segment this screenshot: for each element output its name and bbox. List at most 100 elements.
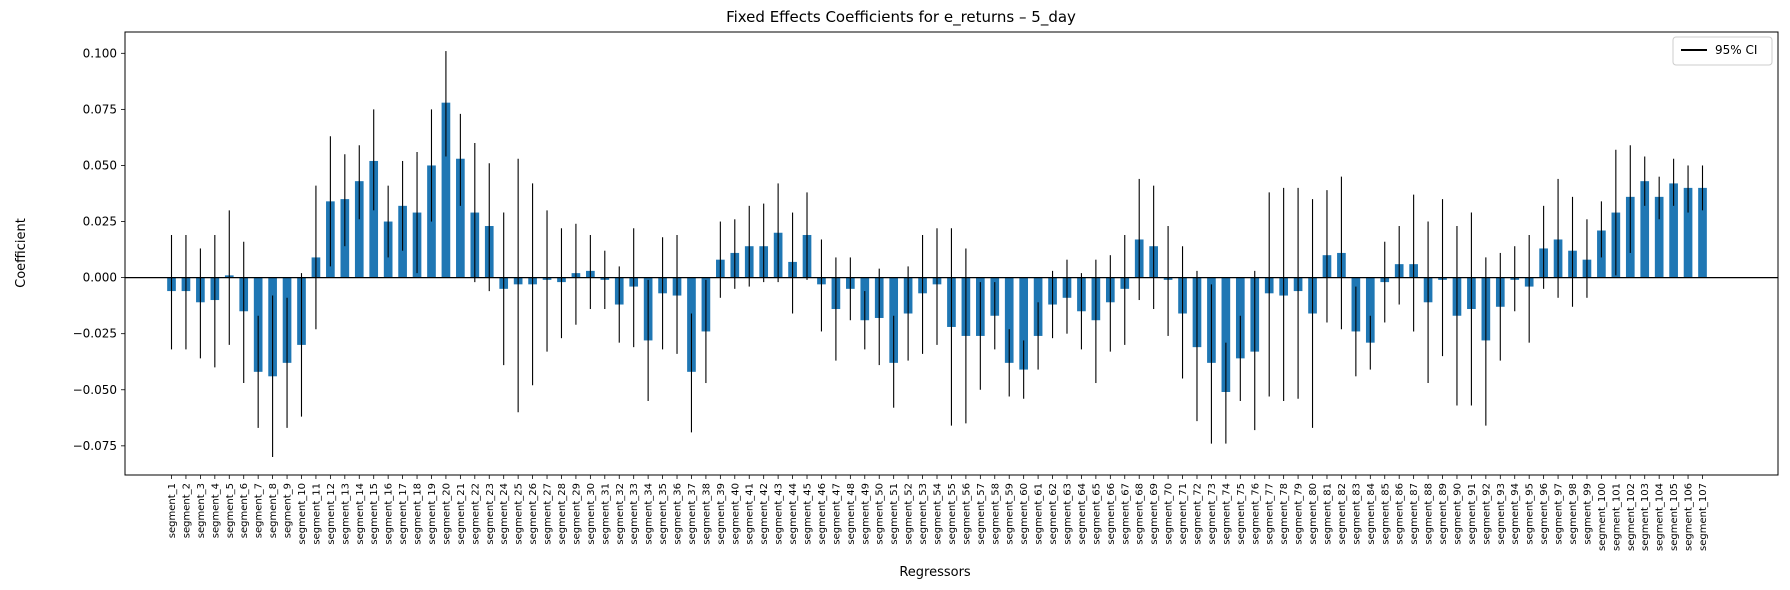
x-tick-label: segment_52: [904, 483, 915, 545]
x-tick-label: segment_24: [499, 483, 510, 545]
x-tick-label: segment_32: [615, 483, 626, 545]
x-tick-label: segment_63: [1062, 483, 1073, 545]
x-tick-label: segment_25: [514, 483, 525, 545]
x-tick-label: segment_1: [167, 483, 178, 538]
x-tick-label: segment_101: [1611, 483, 1622, 551]
x-tick-label: segment_78: [1279, 483, 1290, 545]
x-tick-label: segment_55: [947, 483, 958, 545]
bar-segment_59: [1004, 277, 1014, 363]
x-tick-label: segment_86: [1395, 483, 1406, 545]
y-tick-label: 0.075: [83, 102, 117, 116]
x-tick-label: segment_57: [976, 483, 987, 545]
x-tick-label: segment_26: [528, 483, 539, 545]
x-tick-label: segment_42: [759, 483, 770, 545]
x-tick-label: segment_67: [1120, 483, 1131, 545]
x-tick-label: segment_12: [326, 483, 337, 545]
x-tick-label: segment_54: [933, 483, 944, 545]
x-axis-ticks: segment_1 segment_2 segment_3 segment_4 segm…: [167, 475, 1709, 551]
bar-segment_15: [369, 160, 379, 278]
legend-ci-label: 95% CI: [1715, 43, 1757, 57]
x-tick-label: segment_98: [1568, 483, 1579, 545]
x-tick-label: segment_21: [456, 483, 467, 545]
x-tick-label: segment_45: [803, 483, 814, 545]
x-tick-label: segment_81: [1322, 483, 1333, 545]
x-tick-label: segment_14: [355, 483, 366, 545]
x-tick-label: segment_35: [658, 483, 669, 545]
x-tick-label: segment_15: [369, 483, 380, 545]
x-tick-label: segment_49: [860, 483, 871, 545]
x-tick-label: segment_13: [340, 483, 351, 545]
x-tick-label: segment_36: [673, 483, 684, 545]
x-tick-label: segment_94: [1510, 483, 1521, 545]
x-tick-label: segment_29: [571, 483, 582, 545]
x-tick-label: segment_97: [1554, 483, 1565, 545]
x-tick-label: segment_2: [181, 483, 192, 538]
bar-segment_103: [1640, 181, 1650, 278]
bar-segment_105: [1669, 183, 1678, 278]
x-tick-label: segment_91: [1467, 483, 1478, 545]
x-tick-label: segment_3: [196, 483, 207, 538]
x-tick-label: segment_40: [730, 483, 741, 545]
x-tick-label: segment_41: [745, 483, 756, 545]
x-tick-label: segment_17: [398, 483, 409, 545]
x-tick-label: segment_87: [1409, 483, 1420, 545]
x-tick-label: segment_18: [413, 483, 424, 545]
x-tick-label: segment_46: [817, 483, 828, 545]
x-tick-label: segment_30: [586, 483, 597, 545]
x-tick-label: segment_95: [1525, 483, 1536, 545]
x-tick-label: segment_47: [831, 483, 842, 545]
x-tick-label: segment_77: [1265, 483, 1276, 545]
x-tick-label: segment_7: [254, 483, 265, 538]
x-tick-label: segment_50: [875, 483, 886, 545]
x-tick-label: segment_31: [600, 483, 611, 545]
x-axis-label: Regressors: [899, 565, 971, 580]
y-tick-label: 0.000: [83, 271, 117, 285]
y-axis-ticks: −0.075 −0.050 −0.025 0.000 0.025 0.050 0.075 0.…: [73, 46, 125, 453]
x-tick-label: segment_72: [1192, 483, 1203, 545]
x-tick-label: segment_59: [1005, 483, 1016, 545]
x-tick-label: segment_8: [268, 483, 279, 538]
y-tick-label: 0.050: [83, 158, 117, 172]
x-tick-label: segment_68: [1135, 483, 1146, 545]
x-tick-label: segment_74: [1221, 483, 1232, 545]
x-tick-label: segment_92: [1481, 483, 1492, 545]
x-tick-label: segment_20: [441, 483, 452, 545]
legend-box: [1672, 36, 1773, 66]
x-tick-label: segment_64: [1077, 483, 1088, 545]
bar-segment_74: [1221, 277, 1231, 392]
x-tick-label: segment_89: [1438, 483, 1449, 545]
x-tick-label: segment_85: [1380, 483, 1391, 545]
x-tick-label: segment_62: [1048, 483, 1059, 545]
x-tick-label: segment_90: [1452, 483, 1463, 545]
x-tick-label: segment_61: [1034, 483, 1045, 545]
x-tick-label: segment_4: [210, 483, 221, 538]
y-axis-label: Coefficient: [14, 218, 29, 288]
bar-segment_21: [456, 158, 465, 278]
x-tick-label: segment_105: [1669, 483, 1680, 551]
y-tick-label: −0.050: [73, 383, 117, 397]
x-tick-label: segment_5: [225, 483, 236, 538]
y-tick-label: −0.075: [73, 439, 117, 453]
x-tick-label: segment_58: [990, 483, 1001, 545]
x-tick-label: segment_71: [1178, 483, 1189, 545]
x-tick-label: segment_75: [1236, 483, 1247, 545]
x-tick-label: segment_43: [774, 483, 785, 545]
x-tick-label: segment_88: [1424, 483, 1435, 545]
x-tick-label: segment_80: [1308, 483, 1319, 545]
x-tick-label: segment_70: [1164, 483, 1175, 545]
bar-segment_20: [441, 102, 451, 278]
x-tick-label: segment_65: [1091, 483, 1102, 545]
chart-title: Fixed Effects Coefficients for e_returns…: [726, 8, 1076, 27]
bar-segment_84: [1365, 277, 1375, 343]
y-tick-label: 0.025: [83, 215, 117, 229]
x-tick-label: segment_22: [470, 483, 481, 545]
x-tick-label: segment_104: [1655, 483, 1666, 551]
bar-segment_14: [354, 181, 364, 278]
x-tick-label: segment_23: [485, 483, 496, 545]
x-tick-label: segment_11: [311, 483, 322, 545]
x-tick-label: segment_33: [629, 483, 640, 545]
x-tick-label: segment_102: [1626, 483, 1637, 551]
bar-segment_106: [1683, 187, 1693, 278]
x-tick-label: segment_73: [1207, 483, 1218, 545]
